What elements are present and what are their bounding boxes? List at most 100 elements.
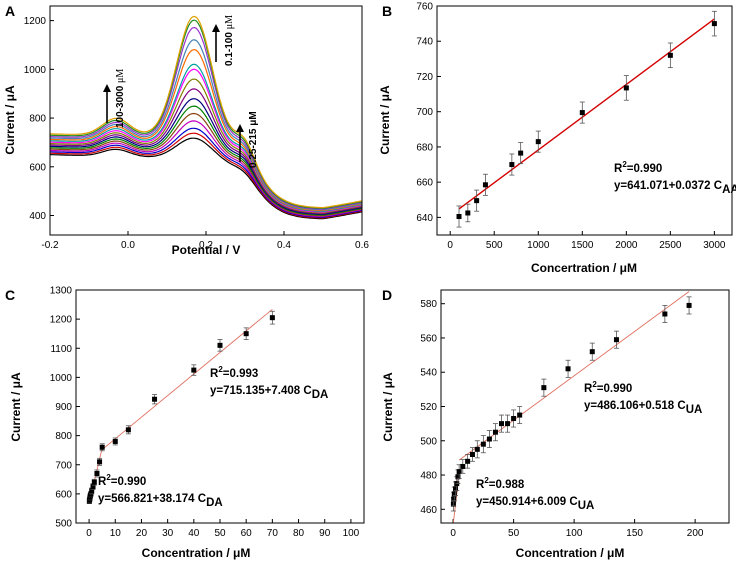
data-point	[474, 198, 480, 204]
panel-c-ytick-label: 700	[55, 460, 72, 471]
data-point	[460, 463, 466, 469]
panel-c-ytick-label: 1100	[50, 344, 72, 355]
fit-line	[458, 291, 690, 461]
panel-b-ytick-label: 700	[416, 107, 433, 118]
panel-a-frame	[49, 5, 363, 236]
panel-a-xtick-label: 0.0	[121, 240, 135, 251]
panel-d-equation-2: y=450.914+6.009 CUA	[476, 496, 594, 512]
data-point	[480, 441, 486, 447]
panel-a-ytick-label: 400	[29, 211, 46, 222]
panel-d-r2-label-2: R2=0.988	[476, 476, 525, 491]
panel-c-xtick-label: 50	[214, 528, 226, 539]
data-point	[97, 459, 103, 465]
data-point	[579, 110, 585, 116]
panel-b-xtick-label: 3000	[703, 240, 726, 251]
panel-d-ytick-label: 460	[420, 505, 437, 516]
data-point	[451, 491, 457, 497]
panel-b-ytick-label: 640	[416, 213, 433, 224]
data-point	[91, 479, 97, 485]
data-point	[499, 421, 505, 427]
cv-curve	[50, 78, 363, 214]
da-range-label: 0.1-100 μM	[224, 15, 235, 66]
panel-c-xtick-label: 0	[86, 528, 92, 539]
panel-d-ytick-label: 520	[420, 402, 437, 413]
panel-b-ytick-label: 760	[416, 2, 433, 13]
panel-c-equation-2: y=566.821+38.174 CDA	[98, 493, 223, 509]
data-point	[565, 366, 571, 372]
panel-c-letter: C	[5, 287, 15, 303]
panel-c-points	[86, 310, 275, 504]
data-point	[90, 484, 96, 490]
panel-a-curves	[49, 15, 363, 220]
panel-a-letter: A	[5, 3, 15, 19]
panel-c-ylabel: Current / μA	[9, 372, 23, 442]
data-point	[89, 488, 95, 494]
data-point	[517, 412, 523, 418]
data-point	[243, 331, 249, 337]
cv-curve	[49, 88, 363, 215]
panel-c-ytick-label: 900	[55, 402, 72, 413]
panel-d-xlabel: Concentration / μM	[516, 546, 625, 560]
cv-curve	[49, 127, 363, 218]
panel-b-xlabel: Concertration / μM	[531, 261, 637, 275]
cv-curve	[50, 26, 363, 210]
panel-d-xtick-label: 0	[450, 528, 456, 539]
data-point	[589, 349, 595, 355]
panel-c-xtick-label: 10	[110, 528, 122, 539]
cv-curve	[49, 39, 363, 211]
panel-c-r2-label-1: R2=0.993	[210, 365, 258, 380]
aa-range-label: 100-3000 μM	[115, 69, 126, 128]
panel-c-r2-label-2: R2=0.990	[98, 473, 146, 488]
panel-c-ytick-label: 1000	[50, 373, 73, 384]
panel-b-ylabel: Current / μA	[378, 85, 392, 155]
panel-b-r2-label: R2=0.990	[614, 160, 662, 175]
panel-c-xtick-label: 30	[162, 528, 174, 539]
panel-c-xlabel: Concentration / μM	[142, 546, 251, 560]
panel-b-ytick-label: 660	[416, 178, 433, 189]
data-point	[456, 214, 462, 220]
panel-c-ytick-label: 1300	[50, 286, 73, 297]
panel-a-ytick-label: 1200	[24, 16, 47, 27]
data-point	[217, 342, 223, 348]
panel-a-xlabel: Potential / V	[172, 243, 241, 257]
panel-a-xtick-label: 0.6	[355, 240, 369, 251]
cv-curve	[50, 15, 363, 209]
panel-d-xtick-label: 100	[566, 528, 583, 539]
data-point	[451, 496, 457, 502]
cv-curve	[50, 120, 363, 218]
panel-d-points	[450, 296, 692, 512]
panel-b-letter: B	[382, 3, 392, 19]
panel-b-xtick-label: 2000	[615, 240, 638, 251]
cv-curve	[50, 19, 363, 210]
ua-arrow-head	[236, 124, 244, 132]
panel-b-ytick-label: 680	[416, 142, 433, 153]
panel-b-xtick-label: 1000	[527, 240, 550, 251]
panel-d-equation-1: y=486.106+0.518 CUA	[584, 400, 702, 416]
data-point	[613, 337, 619, 343]
panel-a-ylabel: Current / μA	[3, 85, 17, 155]
data-point	[94, 470, 100, 476]
panel-c-xtick-label: 20	[136, 528, 148, 539]
panel-c: C 0 10 20 30 40 50 60 70 80 90 100 500 600 700 800 900 1…	[5, 286, 365, 560]
cv-curve	[49, 98, 363, 215]
data-point	[269, 315, 275, 321]
panel-a-ytick-label: 1000	[24, 65, 47, 76]
panel-d-frame	[440, 289, 730, 524]
panel-c-equation-1: y=715.135+7.408 CDA	[210, 385, 328, 401]
panel-b-ticks: 0 500 1000 1500 2000 2500 3000 640 660 680 700 720 7…	[416, 2, 726, 252]
cv-curve	[50, 63, 363, 213]
panel-b-ytick-label: 720	[416, 72, 433, 83]
cv-curve	[50, 68, 363, 213]
cv-curve	[49, 105, 363, 216]
cv-curve	[49, 137, 363, 220]
panel-d-letter: D	[382, 287, 392, 303]
panel-a-ytick-label: 800	[29, 114, 46, 125]
panel-c-ticks: 0 10 20 30 40 50 60 70 80 90 100 500 600 700 800 900 100…	[50, 286, 360, 540]
panel-b: B 0 500 1000 1500 2000 2500 3000 640 660 680 700 72…	[378, 2, 736, 276]
panel-a: A -0.2 0.0 0.2 0.4 0.6 400 600 800 1000 1200 100-…	[3, 3, 369, 257]
panel-d-ytick-label: 500	[420, 436, 437, 447]
panel-b-xtick-label: 1500	[571, 240, 594, 251]
data-point	[511, 415, 517, 421]
panel-b-fit	[458, 18, 715, 210]
